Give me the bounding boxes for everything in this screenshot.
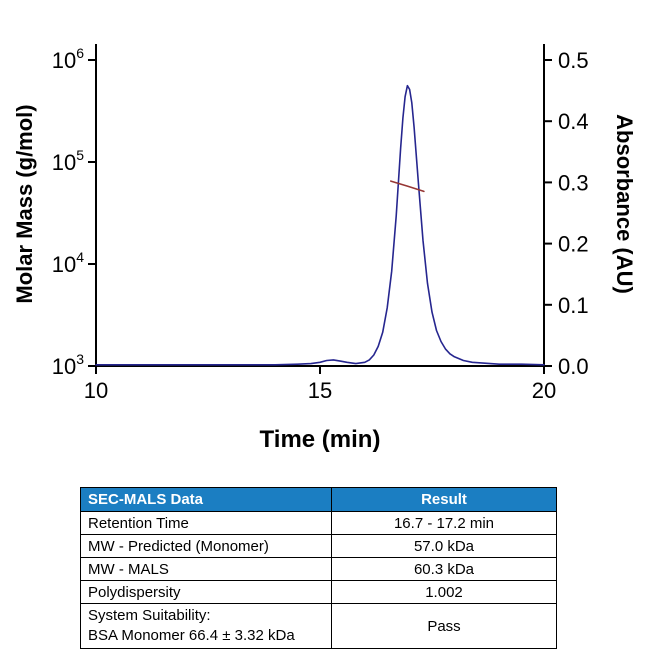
svg-text:105: 105 [52,147,84,175]
row-label-polydispersity: Polydispersity [80,580,332,604]
svg-text:20: 20 [532,378,556,403]
row-value-system-suitability: Pass [331,603,557,649]
row-label-mw-predicted: MW - Predicted (Monomer) [80,534,332,558]
sec-mals-results-table: SEC-MALS Data Result Retention Time 16.7… [80,487,557,649]
row-label-system-suitability: System Suitability: BSA Monomer 66.4 ± 3… [80,603,332,649]
svg-text:0.0: 0.0 [558,354,589,379]
svg-text:15: 15 [308,378,332,403]
row-value-retention-time: 16.7 - 17.2 min [331,511,557,535]
svg-text:0.5: 0.5 [558,48,589,73]
results-table-wrapper: SEC-MALS Data Result Retention Time 16.7… [80,487,557,649]
table-header-row: SEC-MALS Data Result [80,487,557,512]
svg-text:106: 106 [52,45,84,73]
row-label-mw-mals: MW - MALS [80,557,332,581]
system-suitability-line1: System Suitability: [88,607,211,624]
table-header-result: Result [331,487,557,512]
row-label-retention-time: Retention Time [80,511,332,535]
svg-text:0.1: 0.1 [558,293,589,318]
row-value-mw-predicted: 57.0 kDa [331,534,557,558]
svg-text:10: 10 [84,378,108,403]
row-value-mw-mals: 60.3 kDa [331,557,557,581]
svg-text:0.4: 0.4 [558,109,589,134]
table-row: MW - Predicted (Monomer) 57.0 kDa [80,534,557,558]
chromatogram-plot: 10 15 20 103 104 105 106 0.0 0.1 0.2 0.3 0.4 0.5 [52,44,589,403]
svg-text:104: 104 [52,249,84,277]
svg-text:0.2: 0.2 [558,232,589,257]
svg-text:0.3: 0.3 [558,170,589,195]
x-axis-title: Time (min) [259,426,381,453]
right-axis-title: Absorbance (AU) [612,114,637,294]
system-suitability-line2: BSA Monomer 66.4 ± 3.32 kDa [88,627,295,644]
table-row: MW - MALS 60.3 kDa [80,557,557,581]
table-row: Retention Time 16.7 - 17.2 min [80,511,557,535]
svg-text:103: 103 [52,351,84,379]
table-row: Polydispersity 1.002 [80,580,557,604]
table-row: System Suitability: BSA Monomer 66.4 ± 3… [80,603,557,649]
left-axis-title: Molar Mass (g/mol) [12,104,37,304]
row-value-polydispersity: 1.002 [331,580,557,604]
table-header-data: SEC-MALS Data [80,487,332,512]
